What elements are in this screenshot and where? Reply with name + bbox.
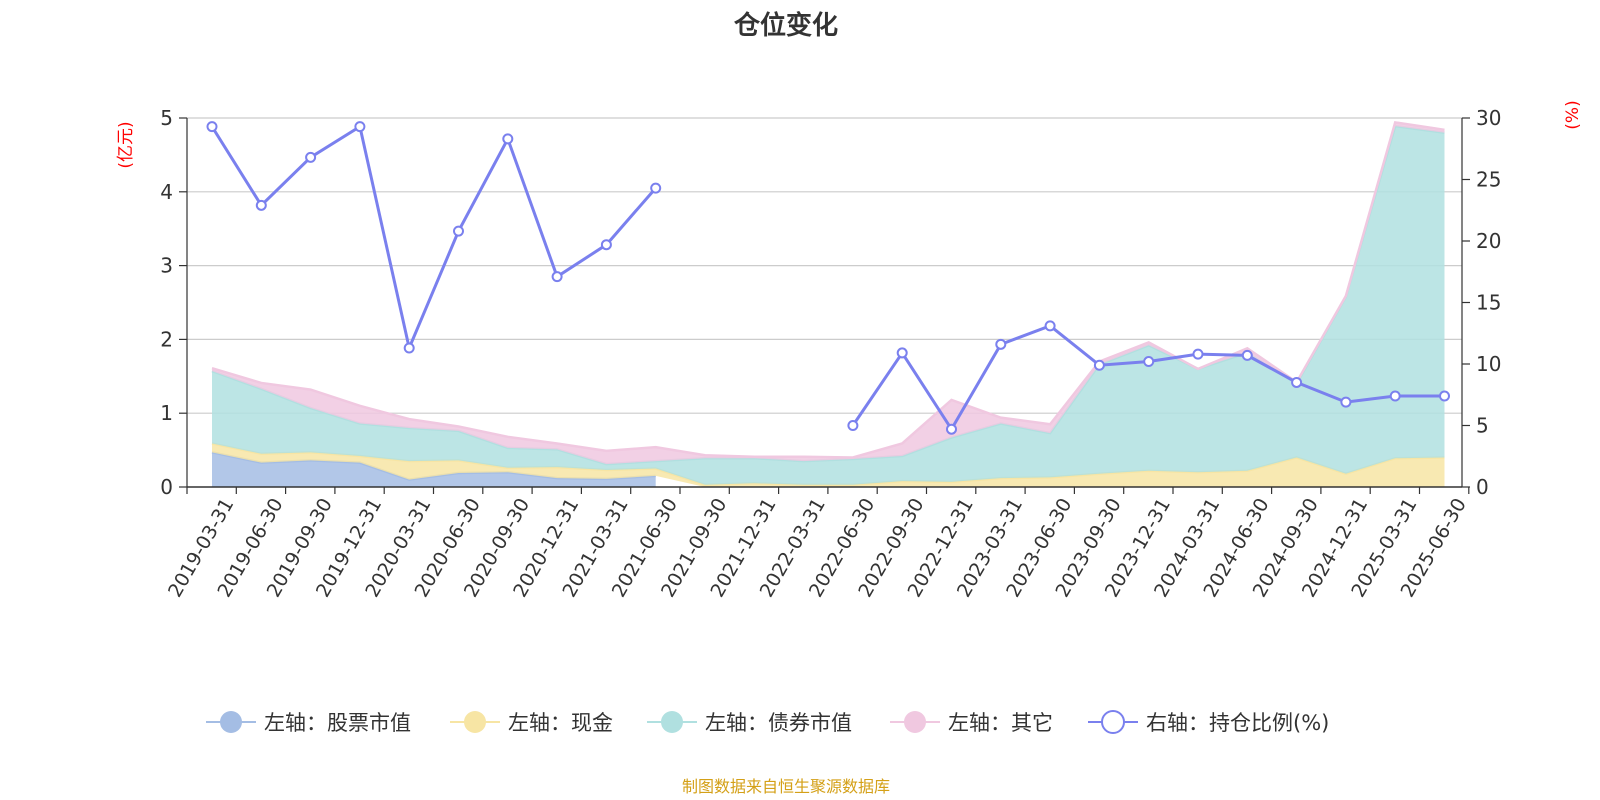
chart-title: 仓位变化 xyxy=(733,10,838,41)
line-point xyxy=(896,347,908,359)
legend-item[interactable]: 左轴：其它 xyxy=(890,711,1053,735)
legend-circle-icon xyxy=(904,711,926,733)
line-point xyxy=(1241,349,1253,361)
line-point xyxy=(453,225,464,237)
legend-circle-icon xyxy=(1101,710,1125,734)
legend-label: 右轴：持仓比例(%) xyxy=(1146,711,1329,735)
line-point xyxy=(1340,396,1352,408)
line-point xyxy=(1291,376,1303,388)
line-point xyxy=(1192,348,1204,360)
line-point xyxy=(403,342,415,354)
legend-label: 左轴：股票市值 xyxy=(264,711,411,735)
legend-circle-icon xyxy=(464,711,486,733)
line-point xyxy=(1143,356,1155,368)
area-左轴：债券市值 xyxy=(212,126,1445,485)
legend-label: 左轴：现金 xyxy=(508,711,613,735)
left-tick-label: 3 xyxy=(160,254,173,278)
footer-source: 制图数据来自恒生聚源数据库 xyxy=(682,777,890,796)
line-point xyxy=(1093,359,1105,371)
line-point xyxy=(1389,390,1401,402)
legend-item[interactable]: 右轴：持仓比例(%) xyxy=(1088,710,1329,735)
right-tick-label: 5 xyxy=(1476,414,1489,438)
line-point xyxy=(1044,320,1056,332)
left-tick-label: 1 xyxy=(160,401,173,425)
line-point xyxy=(600,239,612,251)
area-series-group xyxy=(211,121,1445,487)
line-point xyxy=(502,133,514,145)
line-point xyxy=(995,338,1007,350)
axes-group xyxy=(179,117,1470,494)
legend-item[interactable]: 左轴：债券市值 xyxy=(647,711,852,735)
left-tick-label: 4 xyxy=(160,180,173,204)
legend: 左轴：股票市值 左轴：现金 左轴：债券市值 左轴：其它 右轴：持仓比例(%) xyxy=(206,710,1329,735)
legend-item[interactable]: 左轴：股票市值 xyxy=(206,711,411,735)
line-point xyxy=(206,121,218,133)
line-point xyxy=(305,151,317,163)
legend-label: 左轴：债券市值 xyxy=(705,711,852,735)
line-point xyxy=(1439,390,1450,402)
right-axis-unit: (%) xyxy=(1563,100,1583,129)
line-point xyxy=(847,420,859,431)
line-point xyxy=(354,121,366,133)
left-tick-label: 5 xyxy=(160,106,173,130)
left-axis-unit: (亿元) xyxy=(116,121,136,168)
legend-circle-icon xyxy=(220,711,242,733)
right-tick-label: 0 xyxy=(1476,475,1489,499)
legend-label: 左轴：其它 xyxy=(948,711,1053,735)
left-tick-label: 0 xyxy=(160,475,173,499)
right-tick-label: 25 xyxy=(1476,168,1501,192)
right-tick-label: 10 xyxy=(1476,352,1501,376)
area-左轴：现金 xyxy=(212,443,1445,487)
left-tick-label: 2 xyxy=(160,327,173,351)
line-point xyxy=(946,423,957,435)
legend-circle-icon xyxy=(661,711,683,733)
right-tick-label: 20 xyxy=(1476,229,1501,253)
line-point xyxy=(255,199,267,211)
line-point xyxy=(551,271,563,283)
area-edge-左轴：其它 xyxy=(211,121,1445,459)
right-tick-label: 30 xyxy=(1476,106,1501,130)
line-point xyxy=(650,182,662,194)
legend-item[interactable]: 左轴：现金 xyxy=(450,711,613,735)
line-series-group xyxy=(206,121,1450,435)
right-tick-label: 15 xyxy=(1476,291,1501,315)
tick-labels-group: 0123450510152025302019-03-312019-06-3020… xyxy=(160,106,1501,601)
